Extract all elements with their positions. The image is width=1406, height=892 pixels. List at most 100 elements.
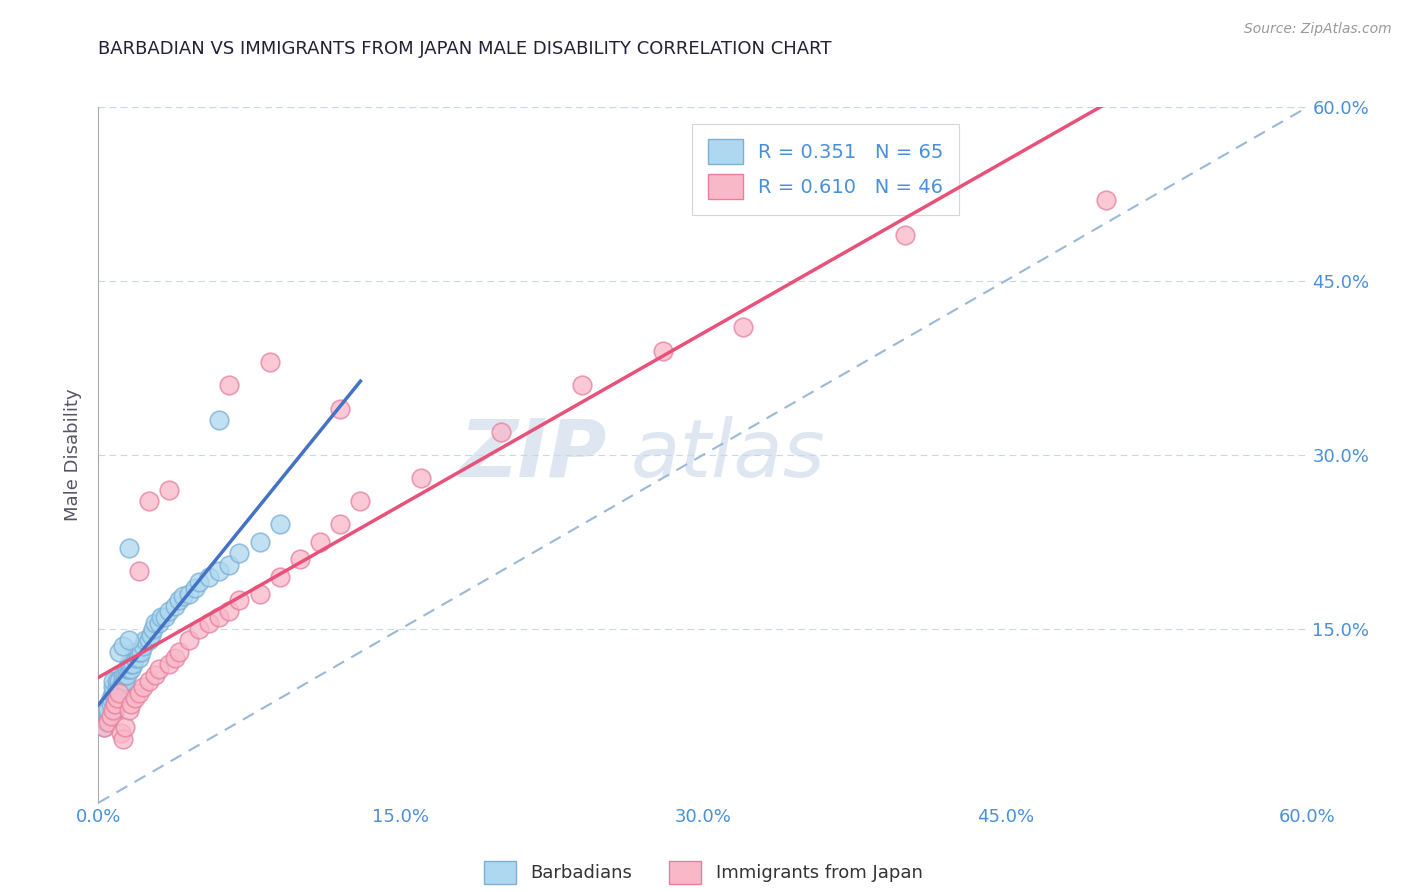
Point (114, 674, 136, 689)
Point (128, 645, 150, 659)
Point (128, 651, 150, 665)
Point (571, 378, 593, 392)
Legend: Barbadians, Immigrants from Japan: Barbadians, Immigrants from Japan (477, 854, 929, 891)
Point (208, 564, 231, 578)
Point (100, 708, 122, 723)
Point (118, 633, 141, 648)
Point (111, 668, 134, 682)
Point (103, 698, 125, 712)
Point (110, 726, 132, 740)
Point (110, 685, 132, 699)
Point (184, 582, 207, 596)
Point (96, 714, 118, 729)
Point (100, 698, 122, 712)
Point (163, 599, 186, 613)
Point (118, 662, 141, 676)
Y-axis label: Male Disability: Male Disability (65, 389, 83, 521)
Point (110, 680, 132, 694)
Point (114, 668, 136, 682)
Text: Source: ZipAtlas.com: Source: ZipAtlas.com (1244, 22, 1392, 37)
Point (218, 605, 240, 619)
Point (179, 633, 201, 648)
Point (651, 343, 673, 358)
Point (157, 605, 180, 619)
Point (120, 657, 142, 671)
Point (107, 685, 129, 699)
Point (167, 592, 190, 607)
Point (167, 645, 190, 659)
Point (97, 714, 120, 729)
Point (329, 517, 352, 532)
Point (105, 691, 128, 706)
Point (111, 731, 134, 746)
Point (259, 355, 281, 369)
Point (309, 534, 332, 549)
Text: ZIP: ZIP (458, 416, 606, 494)
Point (107, 680, 129, 694)
Point (128, 685, 150, 699)
Point (129, 645, 152, 659)
Point (143, 668, 166, 682)
Point (218, 558, 240, 573)
Point (134, 633, 156, 648)
Point (329, 401, 352, 416)
Text: BARBADIAN VS IMMIGRANTS FROM JAPAN MALE DISABILITY CORRELATION CHART: BARBADIAN VS IMMIGRANTS FROM JAPAN MALE … (98, 40, 832, 58)
Point (138, 674, 160, 689)
Point (132, 680, 155, 694)
Point (101, 703, 124, 717)
Point (188, 575, 211, 590)
Point (218, 378, 240, 392)
Point (138, 494, 160, 508)
Point (107, 685, 129, 699)
Point (124, 691, 146, 706)
Point (103, 698, 125, 712)
Point (121, 657, 143, 671)
Point (179, 587, 201, 601)
Point (1095, 193, 1118, 207)
Point (208, 413, 231, 427)
Point (125, 645, 148, 659)
Point (163, 651, 186, 665)
Point (349, 494, 371, 508)
Point (115, 668, 138, 682)
Point (124, 645, 146, 659)
Point (143, 615, 166, 630)
Point (188, 622, 211, 636)
Point (120, 662, 142, 676)
Point (103, 691, 125, 706)
Point (105, 685, 128, 699)
Point (101, 680, 124, 694)
Point (149, 610, 172, 624)
Point (157, 657, 180, 671)
Point (120, 698, 142, 712)
Point (491, 425, 513, 439)
Point (269, 569, 291, 583)
Point (228, 592, 250, 607)
Point (114, 721, 136, 735)
Point (249, 587, 271, 601)
Point (115, 662, 138, 676)
Point (105, 674, 128, 689)
Point (157, 483, 180, 497)
Point (103, 703, 125, 717)
Point (107, 645, 129, 659)
Point (132, 639, 155, 653)
Point (288, 552, 311, 566)
Point (111, 639, 134, 653)
Point (105, 680, 128, 694)
Point (409, 471, 432, 485)
Point (111, 674, 134, 689)
Point (124, 651, 146, 665)
Point (107, 691, 129, 706)
Point (249, 534, 271, 549)
Point (128, 564, 150, 578)
Point (142, 622, 165, 636)
Point (101, 685, 124, 699)
Point (228, 546, 250, 561)
Point (733, 320, 755, 334)
Point (893, 227, 915, 242)
Point (139, 628, 162, 642)
Point (107, 674, 129, 689)
Point (198, 615, 221, 630)
Point (100, 691, 122, 706)
